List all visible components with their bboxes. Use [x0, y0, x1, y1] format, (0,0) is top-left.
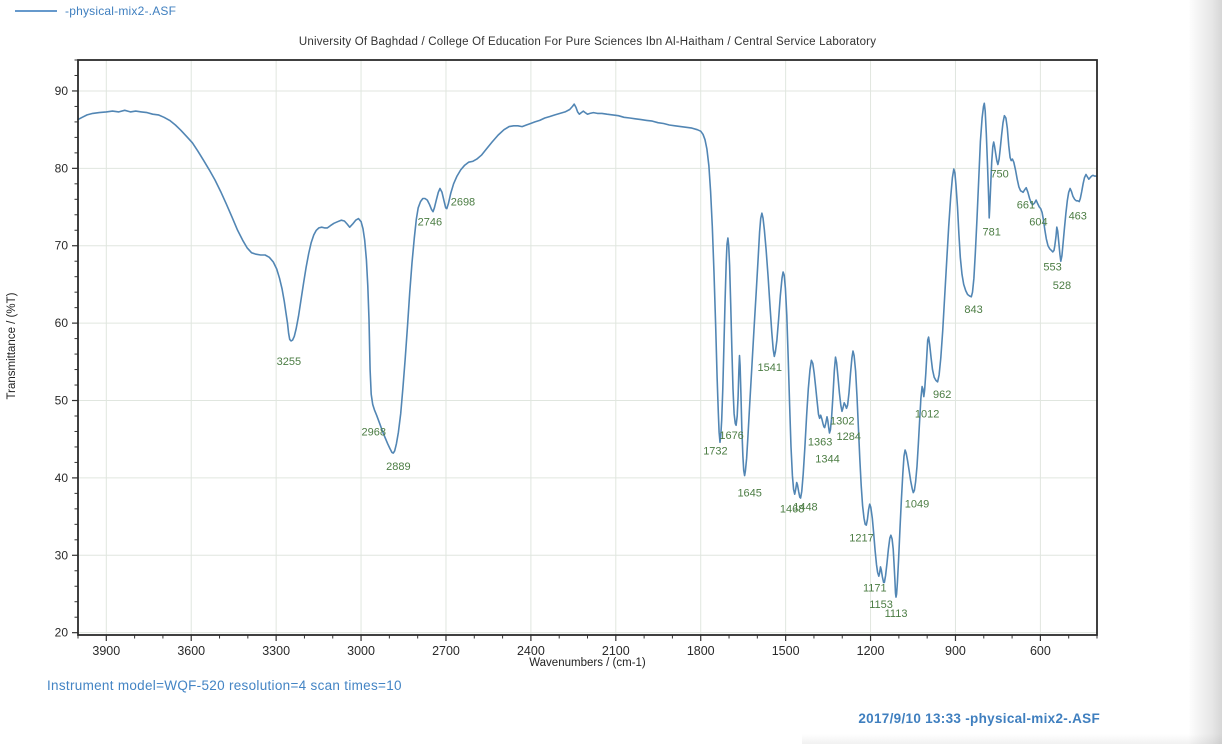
peak-label: 3255	[277, 356, 301, 368]
peak-label: 1217	[849, 532, 873, 544]
y-tick-label: 80	[55, 161, 69, 175]
y-tick-label: 50	[55, 394, 69, 408]
legend: -physical-mix2-.ASF	[15, 4, 176, 18]
x-tick-label: 2400	[517, 644, 545, 658]
x-tick-label: 3300	[262, 644, 290, 658]
peak-label: 1284	[837, 431, 861, 443]
x-tick-label: 1800	[687, 644, 715, 658]
x-tick-label: 600	[1030, 644, 1051, 658]
peak-label: 2698	[451, 196, 475, 208]
legend-line-swatch	[15, 10, 57, 12]
peak-label: 1171	[863, 583, 887, 595]
x-tick-label: 2700	[432, 644, 460, 658]
x-tick-label: 3600	[177, 644, 205, 658]
peak-label: 553	[1043, 261, 1061, 273]
y-tick-label: 60	[55, 316, 69, 330]
peak-label: 1732	[703, 446, 727, 458]
peak-label: 781	[983, 227, 1001, 239]
y-tick-label: 40	[55, 471, 69, 485]
peak-label: 1363	[808, 436, 832, 448]
peak-label: 2746	[418, 217, 442, 229]
peak-label: 1541	[758, 362, 782, 374]
peak-label: 1344	[815, 453, 839, 465]
y-axis-label: Transmittance / (%T)	[6, 292, 18, 400]
peak-label: 750	[990, 169, 1008, 181]
plot-border	[77, 59, 1098, 636]
x-axis-label: Wavenumbers / (cm-1)	[529, 657, 646, 669]
peak-label: 463	[1069, 210, 1087, 222]
x-tick-label: 900	[945, 644, 966, 658]
peak-label: 2889	[386, 461, 410, 473]
peak-label: 1302	[830, 416, 854, 428]
peak-label: 843	[964, 304, 982, 316]
y-tick-label: 70	[55, 239, 69, 253]
y-tick-label: 30	[55, 548, 69, 562]
y-tick-label: 90	[55, 84, 69, 98]
datetime-filename: 2017/9/10 13:33 -physical-mix2-.ASF	[858, 711, 1100, 726]
spectrum-curve	[77, 102, 1097, 598]
peak-label: 1448	[793, 501, 817, 513]
legend-label: -physical-mix2-.ASF	[65, 4, 177, 18]
instrument-info: Instrument model=WQF-520 resolution=4 sc…	[47, 678, 402, 693]
x-tick-label: 1200	[857, 644, 885, 658]
peak-label: 1468	[780, 504, 804, 516]
peak-label: 604	[1029, 217, 1047, 229]
peak-label: 1049	[905, 498, 929, 510]
x-tick-label: 3000	[347, 644, 375, 658]
peak-label: 1113	[885, 608, 908, 620]
y-tick-label: 20	[55, 626, 69, 640]
x-tick-label: 1500	[772, 644, 800, 658]
peak-label: 1012	[915, 409, 939, 421]
x-tick-label: 2100	[602, 644, 630, 658]
peak-label: 1676	[719, 430, 743, 442]
peak-label: 1153	[869, 599, 893, 611]
peak-label: 1645	[737, 487, 761, 499]
peak-label: 528	[1053, 280, 1071, 292]
x-tick-label: 3900	[92, 644, 120, 658]
peak-label: 962	[933, 389, 951, 401]
peak-label: 661	[1017, 200, 1035, 212]
peak-label: 2968	[362, 426, 386, 438]
page-title: University Of Baghdad / College Of Educa…	[298, 36, 877, 48]
